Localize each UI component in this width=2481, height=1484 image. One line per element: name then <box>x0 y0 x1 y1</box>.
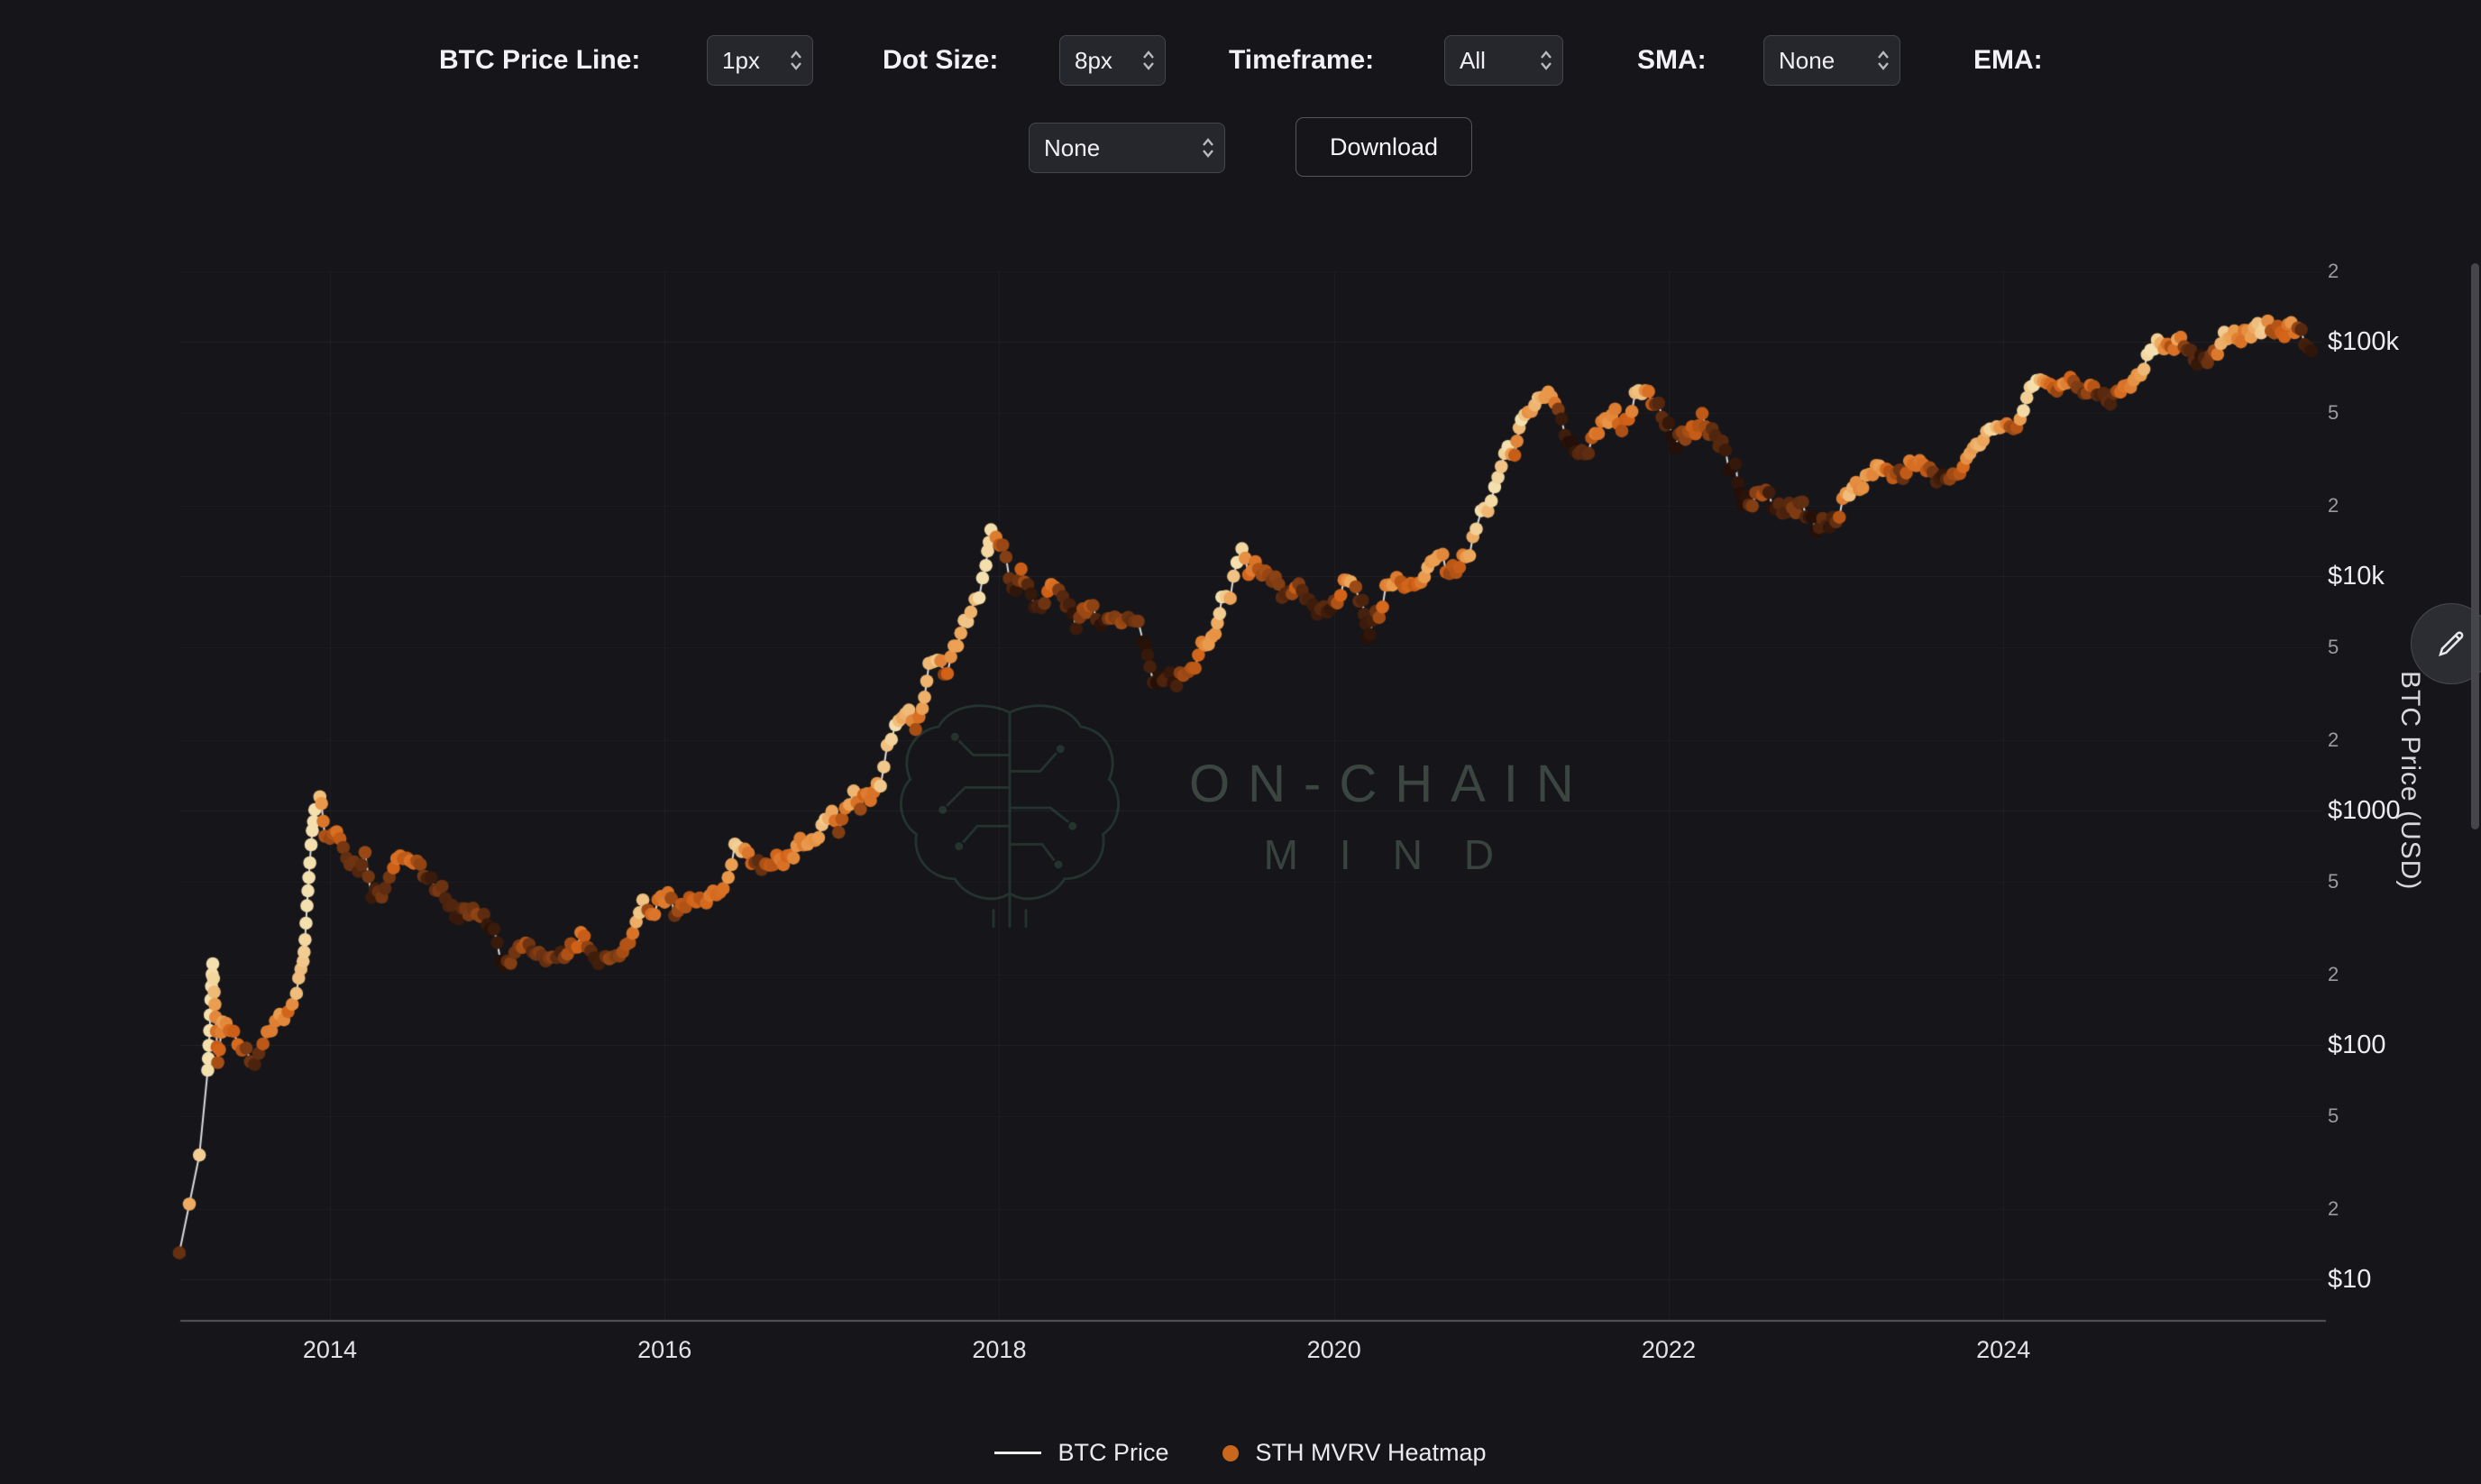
edit-annotation-button[interactable] <box>2411 603 2481 684</box>
legend-label-btc-price: BTC Price <box>1057 1439 1169 1466</box>
legend-item-sth-mvrv[interactable]: STH MVRV Heatmap <box>1222 1439 1487 1467</box>
dot-swatch-icon <box>1222 1444 1240 1461</box>
legend-label-sth-mvrv: STH MVRV Heatmap <box>1255 1439 1487 1466</box>
scrollbar-thumb[interactable] <box>2471 263 2479 829</box>
y-axis-title: BTC Price (USD) <box>2395 671 2425 891</box>
line-swatch-icon <box>994 1452 1042 1454</box>
legend-item-btc-price[interactable]: BTC Price <box>994 1439 1168 1467</box>
pencil-icon <box>2439 631 2464 656</box>
chart-legend: BTC Price STH MVRV Heatmap <box>0 1439 2481 1467</box>
